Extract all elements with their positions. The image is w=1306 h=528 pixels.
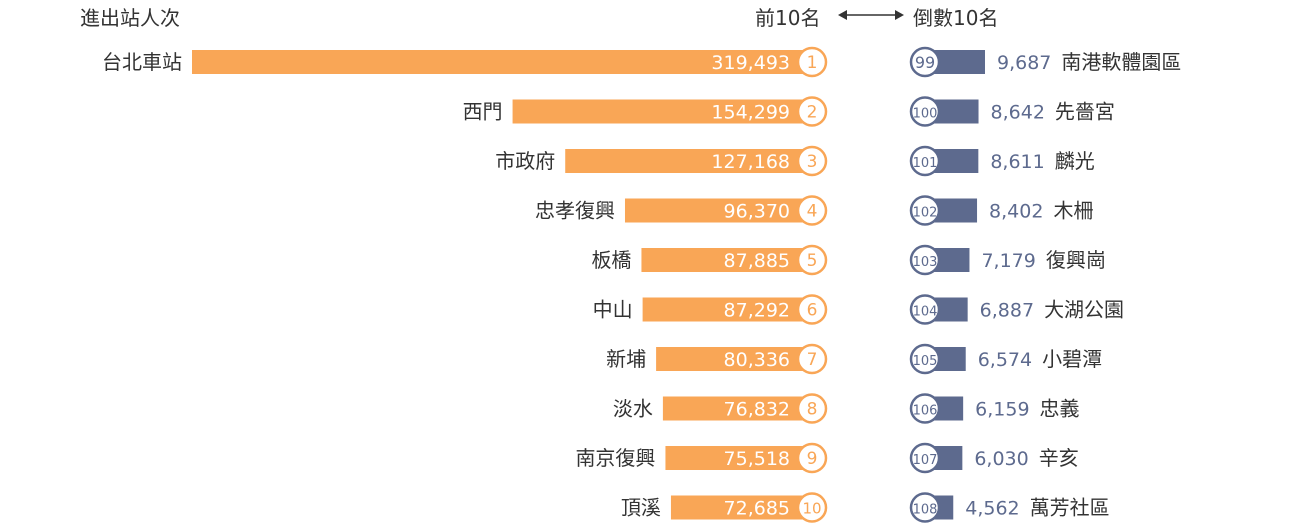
top-station-name: 板橋 bbox=[591, 248, 631, 272]
top-station-name: 頂溪 bbox=[621, 496, 661, 520]
top-bar bbox=[662, 396, 812, 421]
bottom-rank-badge bbox=[909, 145, 941, 177]
bottom10-label: 倒數10名 bbox=[913, 6, 999, 30]
bottom-rank-badge bbox=[909, 244, 941, 276]
top-rank-number: 4 bbox=[807, 202, 818, 222]
top-value-label: 80,336 bbox=[724, 349, 790, 371]
top-bar bbox=[665, 446, 812, 470]
top-rank-badge bbox=[796, 96, 828, 127]
top-value-label: 87,885 bbox=[724, 250, 790, 272]
bottom-rank-badge bbox=[909, 343, 941, 375]
double-arrow-icon bbox=[838, 10, 904, 20]
bottom-value-label: 9,687 bbox=[997, 52, 1051, 74]
bottom-value-label: 8,402 bbox=[989, 201, 1043, 223]
top-value-label: 154,299 bbox=[711, 102, 790, 124]
top-bar bbox=[512, 99, 812, 124]
top-bar bbox=[192, 50, 812, 74]
top-bar bbox=[642, 297, 812, 322]
top-rank-badge bbox=[796, 46, 828, 78]
top-value-label: 76,832 bbox=[724, 399, 790, 421]
bottom-value-label: 6,159 bbox=[975, 399, 1029, 421]
top-rank-badge bbox=[796, 492, 828, 523]
top-value-label: 96,370 bbox=[724, 201, 790, 223]
top-rank-number: 5 bbox=[807, 251, 818, 271]
top-rank-number: 3 bbox=[807, 152, 818, 172]
bottom-rank-badge bbox=[909, 393, 941, 424]
top-station-name: 新埔 bbox=[606, 347, 646, 371]
bottom-rank-number: 105 bbox=[913, 354, 938, 369]
bottom-value-label: 8,611 bbox=[990, 151, 1044, 173]
bottom-rank-number: 107 bbox=[913, 453, 938, 468]
top-rank-number: 9 bbox=[807, 449, 818, 469]
bottom-rank-number: 103 bbox=[913, 255, 938, 270]
top-rank-badge bbox=[796, 294, 828, 325]
bottom-rank-number: 104 bbox=[913, 305, 938, 320]
bottom-rank-badge bbox=[909, 46, 941, 78]
bottom-rank-number: 106 bbox=[913, 404, 938, 419]
bottom-station-name: 小碧潭 bbox=[1042, 347, 1102, 371]
top-bar bbox=[565, 149, 812, 173]
top-station-name: 市政府 bbox=[495, 149, 555, 173]
top-value-label: 75,518 bbox=[724, 448, 790, 470]
bottom-station-name: 辛亥 bbox=[1039, 446, 1079, 470]
top-value-label: 87,292 bbox=[724, 300, 790, 322]
top-rank-badge bbox=[796, 393, 828, 424]
top-rank-badge bbox=[796, 442, 828, 474]
bottom-rank-number: 101 bbox=[913, 156, 938, 171]
bottom-rank-badge bbox=[909, 96, 941, 127]
bottom-station-name: 南港軟體園區 bbox=[1061, 50, 1181, 74]
top10-label: 前10名 bbox=[755, 6, 821, 30]
bottom-rank-badge bbox=[909, 195, 941, 226]
bottom-rank-number: 99 bbox=[915, 53, 935, 72]
top-station-name: 台北車站 bbox=[102, 50, 182, 74]
bottom-value-label: 6,887 bbox=[980, 300, 1034, 322]
bottom-station-name: 復興崗 bbox=[1046, 248, 1106, 272]
bottom-value-label: 6,574 bbox=[978, 349, 1032, 371]
bottom-value-label: 7,179 bbox=[981, 250, 1035, 272]
bottom-rank-badge bbox=[909, 294, 941, 325]
bottom-station-name: 忠義 bbox=[1040, 397, 1080, 421]
bottom-rank-number: 102 bbox=[913, 206, 938, 221]
bottom-station-name: 萬芳社區 bbox=[1030, 496, 1110, 520]
bottom-value-label: 8,642 bbox=[991, 102, 1045, 124]
top-rank-number: 8 bbox=[807, 400, 818, 420]
bottom-rank-badge bbox=[909, 492, 941, 523]
bottom-rank-number: 100 bbox=[913, 107, 938, 122]
top-value-label: 72,685 bbox=[724, 498, 790, 520]
bottom-value-label: 6,030 bbox=[974, 448, 1028, 470]
top-station-name: 忠孝復興 bbox=[535, 199, 615, 223]
bottom-station-name: 大湖公園 bbox=[1044, 298, 1124, 322]
top-bar bbox=[624, 198, 812, 223]
top-rank-number: 6 bbox=[807, 301, 818, 321]
top-bar bbox=[656, 347, 812, 371]
chart-title: 進出站人次 bbox=[80, 6, 180, 30]
bottom-value-label: 4,562 bbox=[965, 498, 1019, 520]
top-station-name: 西門 bbox=[463, 100, 503, 124]
bottom-station-name: 先嗇宮 bbox=[1055, 100, 1115, 124]
top-bar bbox=[670, 495, 812, 520]
top-rank-number: 1 bbox=[807, 53, 818, 73]
top-rank-badge bbox=[796, 343, 828, 375]
top-station-name: 淡水 bbox=[613, 397, 653, 421]
top-rank-number: 7 bbox=[807, 350, 818, 370]
bottom-rank-number: 108 bbox=[913, 503, 938, 518]
top-station-name: 南京復興 bbox=[575, 446, 655, 470]
top-rank-badge bbox=[796, 244, 828, 276]
top-rank-badge bbox=[796, 145, 828, 177]
bottom-station-name: 麟光 bbox=[1055, 149, 1095, 173]
top-rank-badge bbox=[796, 195, 828, 226]
top-bar bbox=[641, 248, 812, 272]
bottom-station-name: 木柵 bbox=[1053, 199, 1093, 223]
top-value-label: 319,493 bbox=[711, 52, 790, 74]
top-value-label: 127,168 bbox=[711, 151, 790, 173]
top-rank-number: 2 bbox=[807, 103, 818, 123]
top-station-name: 中山 bbox=[593, 298, 633, 322]
bottom-rank-badge bbox=[909, 442, 941, 474]
top-rank-number: 10 bbox=[802, 500, 821, 518]
